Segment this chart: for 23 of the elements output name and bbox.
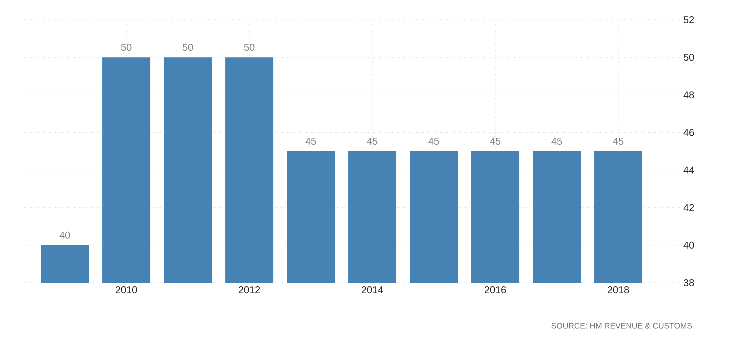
x-tick-label: 2012 <box>238 286 260 294</box>
data-label: 45 <box>306 138 316 145</box>
data-label: 50 <box>121 44 132 52</box>
data-label: 45 <box>490 138 501 145</box>
y-tick-label: 40 <box>684 242 694 249</box>
data-label: 45 <box>552 138 562 145</box>
data-label: 50 <box>244 44 255 52</box>
y-tick-label: 50 <box>684 54 694 62</box>
data-label: 50 <box>182 44 194 52</box>
y-tick-label: 44 <box>684 166 694 174</box>
data-label: 40 <box>60 232 70 239</box>
data-label: 45 <box>428 138 440 145</box>
y-tick-label: 38 <box>684 279 694 287</box>
data-label: 45 <box>613 138 624 145</box>
y-tick-label: 46 <box>684 129 694 136</box>
y-tick-label: 48 <box>684 92 694 99</box>
x-tick-label: 2016 <box>484 286 506 294</box>
y-tick-label: 52 <box>684 16 694 24</box>
y-tick-label: 42 <box>684 204 694 212</box>
x-tick-label: 2010 <box>116 286 138 294</box>
data-label: 45 <box>367 138 378 145</box>
x-tick-label: 2018 <box>608 286 630 294</box>
x-tick-label: 2014 <box>362 286 384 294</box>
